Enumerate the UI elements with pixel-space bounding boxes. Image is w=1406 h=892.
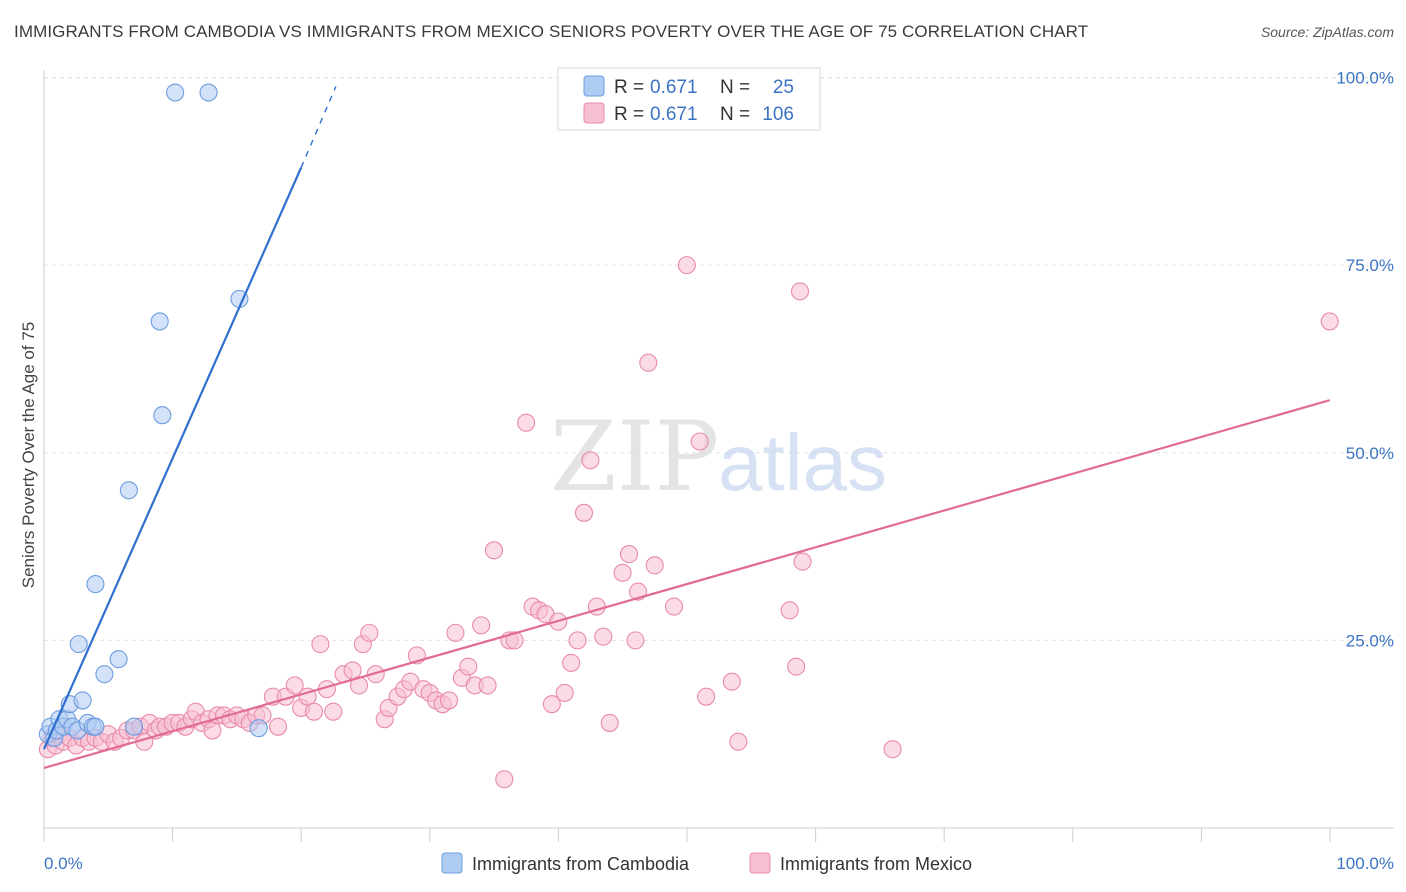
point-cambodia [95,665,114,684]
bottom-legend: Immigrants from Cambodia Immigrants from… [441,852,972,874]
legend-cambodia-n-value: 25 [773,77,794,98]
point-cambodia [124,717,144,736]
point-mexico [495,770,514,789]
legend-mexico-n-label: N = [720,104,755,125]
point-mexico [459,657,478,676]
trend-line-cambodia-extension [300,86,337,168]
point-mexico [562,653,581,672]
point-cambodia [69,635,88,654]
point-cambodia [153,406,172,425]
point-mexico [1320,312,1339,331]
watermark-zip: ZIP [550,401,719,513]
point-mexico [600,713,619,732]
legend-swatch-cambodia [583,75,605,97]
y-tick-label-1: 50.0% [1346,444,1394,463]
legend-mexico-r-label: R = [614,104,649,125]
point-mexico [311,635,330,654]
watermark-atlas: atlas [718,418,887,507]
legend-mexico-r-value: 0.671 [650,104,698,125]
point-mexico [574,503,594,522]
point-mexico [472,616,491,635]
trend-lines [42,86,1331,770]
point-cambodia [166,83,185,102]
watermark: ZIP atlas [550,401,887,513]
point-cambodia [86,717,105,736]
point-mexico [439,691,459,710]
grid-lines [44,77,1394,641]
point-cambodia [109,650,128,669]
y-tick-label-0: 25.0% [1346,631,1394,650]
source-label: Source: ZipAtlas.com [1260,24,1394,40]
point-mexico [780,601,799,620]
point-mexico [722,672,741,691]
point-mexico [203,721,222,740]
point-mexico [542,695,561,714]
point-mexico [613,563,632,582]
point-mexico [517,413,536,432]
point-mexico [639,353,658,372]
series-cambodia-points [38,83,268,747]
point-mexico [304,702,324,721]
point-cambodia [249,719,268,738]
point-mexico [484,541,504,560]
point-cambodia [73,691,92,710]
y-tick-label-2: 75.0% [1346,256,1394,275]
x-tick-left: 0.0% [44,854,83,873]
trend-line-mexico [43,399,1331,770]
point-mexico [555,683,574,702]
point-mexico [690,432,709,451]
legend: R = 0.671 N = 25 R = 0.671 N = 106 [557,67,821,131]
point-mexico [645,556,664,575]
point-mexico [626,631,645,650]
point-mexico [581,451,600,470]
point-mexico [324,702,343,721]
legend-cambodia-r-label: R = [614,77,649,98]
point-cambodia [119,481,138,500]
point-mexico [360,623,379,642]
point-cambodia [86,575,105,594]
series-mexico-points [38,256,1339,789]
point-mexico [790,282,810,301]
point-mexico [729,732,748,751]
bottom-legend-cambodia: Immigrants from Cambodia [472,854,690,874]
point-mexico [446,623,465,642]
bottom-legend-mexico: Immigrants from Mexico [780,854,972,874]
point-mexico [793,552,812,571]
legend-cambodia-n-label: N = [720,77,755,98]
y-axis-label: Seniors Poverty Over the Age of 75 [19,322,38,588]
y-tick-labels: 25.0% 50.0% 75.0% 100.0% [1336,69,1394,651]
y-tick-label-3: 100.0% [1336,69,1394,88]
point-mexico [505,631,524,650]
point-mexico [787,657,806,676]
legend-mexico-n-value: 106 [762,104,794,125]
x-tick-marks [43,828,1331,842]
point-mexico [677,256,696,275]
point-mexico [883,740,902,759]
legend-swatch-mexico [583,102,605,124]
bottom-legend-swatch-mexico [749,852,771,874]
point-mexico [568,631,587,650]
chart-title: IMMIGRANTS FROM CAMBODIA VS IMMIGRANTS F… [14,22,1089,41]
point-mexico [343,661,362,680]
point-mexico [697,687,716,706]
point-mexico [594,627,613,646]
x-tick-right: 100.0% [1336,854,1394,873]
point-mexico [478,676,497,695]
point-mexico [619,545,639,564]
point-mexico [268,717,288,736]
trend-line-cambodia [42,167,303,750]
point-mexico [664,597,684,616]
point-mexico [285,676,304,695]
point-cambodia [150,312,169,331]
legend-cambodia-r-value: 0.671 [650,77,698,98]
bottom-legend-swatch-cambodia [441,852,463,874]
point-cambodia [199,83,218,102]
